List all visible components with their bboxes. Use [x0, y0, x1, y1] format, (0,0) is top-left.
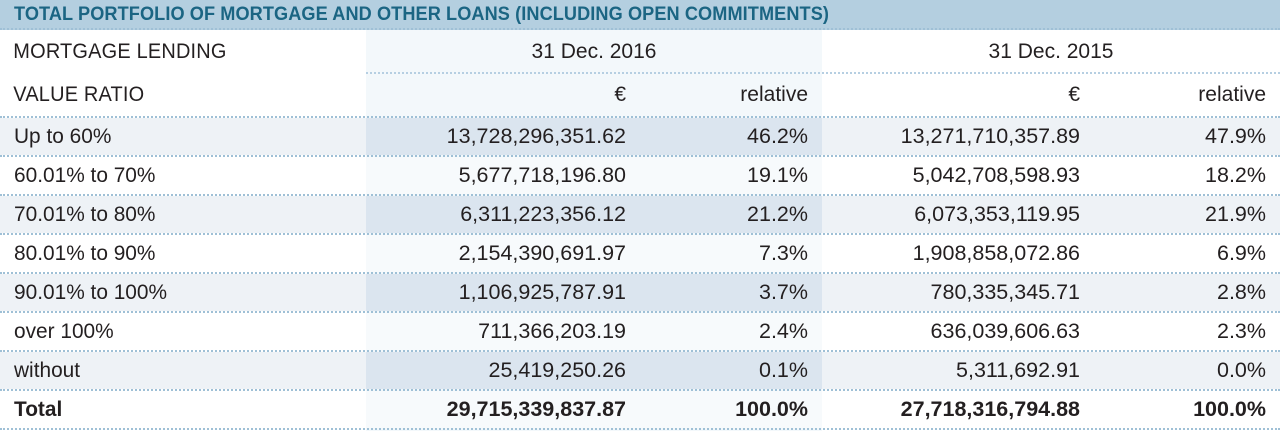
table-row: 80.01% to 90% 2,154,390,691.97 7.3% 1,908,8… — [0, 235, 1280, 274]
cell-relative-2016: 21.2% — [636, 196, 822, 233]
row-label-cell: without — [0, 352, 366, 389]
cell-eur-2016: 5,677,718,196.80 — [366, 157, 636, 194]
table-row: over 100% 711,366,203.19 2.4% 636,039,606.6… — [0, 313, 1280, 352]
page-title: TOTAL PORTFOLIO OF MORTGAGE AND OTHER LO… — [14, 2, 830, 25]
cell-eur-2016: 2,154,390,691.97 — [366, 235, 636, 272]
cell-relative-2016: 3.7% — [636, 274, 822, 311]
table-row-total: Total 29,715,339,837.87 100.0% 27,718,316,7… — [0, 391, 1280, 430]
stub-header-line-2: VALUE RATIO — [13, 83, 145, 106]
row-label: over 100% — [14, 319, 114, 343]
cell-eur-2015: 780,335,345.71 — [822, 274, 1090, 311]
row-label: 70.01% to 80% — [14, 202, 156, 226]
cell-relative-2016: 0.1% — [636, 352, 822, 389]
row-label-cell: 70.01% to 80% — [0, 196, 366, 233]
cell-relative-2015: 21.9% — [1090, 196, 1280, 233]
cell-relative-2015: 0.0% — [1090, 352, 1280, 389]
cell-eur-2015: 5,042,708,598.93 — [822, 157, 1090, 194]
table-row: Up to 60% 13,728,296,351.62 46.2% 13,271,71… — [0, 118, 1280, 157]
row-label: Up to 60% — [14, 124, 112, 148]
column-header-eur-2015: € — [1068, 83, 1080, 106]
cell-eur-2015: 13,271,710,357.89 — [822, 118, 1090, 155]
column-header-relative-2015: relative — [1198, 83, 1266, 106]
row-label-cell: over 100% — [0, 313, 366, 350]
cell-eur-2016: 25,419,250.26 — [366, 352, 636, 389]
cell-relative-2016: 2.4% — [636, 313, 822, 350]
cell-eur-2015: 1,908,858,072.86 — [822, 235, 1090, 272]
cell-eur-2016: 13,728,296,351.62 — [366, 118, 636, 155]
cell-relative-2016: 100.0% — [636, 391, 822, 428]
cell-relative-2015: 47.9% — [1090, 118, 1280, 155]
cell-eur-2016: 711,366,203.19 — [366, 313, 636, 350]
row-label: 60.01% to 70% — [14, 163, 156, 187]
table-title-bar: TOTAL PORTFOLIO OF MORTGAGE AND OTHER LO… — [0, 0, 1280, 30]
cell-relative-2016: 46.2% — [636, 118, 822, 155]
cell-relative-2015: 18.2% — [1090, 157, 1280, 194]
column-header-relative-2016: relative — [740, 83, 808, 106]
cell-relative-2016: 7.3% — [636, 235, 822, 272]
cell-eur-2015: 27,718,316,794.88 — [822, 391, 1090, 428]
cell-relative-2015: 2.3% — [1090, 313, 1280, 350]
row-label-cell: 60.01% to 70% — [0, 157, 366, 194]
header-rule — [366, 72, 1280, 74]
cell-relative-2015: 2.8% — [1090, 274, 1280, 311]
cell-eur-2016: 29,715,339,837.87 — [366, 391, 636, 428]
table-row: without 25,419,250.26 0.1% 5,311,692.91 0.0% — [0, 352, 1280, 391]
column-header-eur-2016: € — [614, 83, 626, 106]
header-row-periods: MORTGAGE LENDING 31 Dec. 2016 31 Dec. 20… — [0, 30, 1280, 74]
stub-header-line-1: MORTGAGE LENDING — [13, 40, 227, 63]
cell-eur-2015: 636,039,606.63 — [822, 313, 1090, 350]
cell-eur-2016: 6,311,223,356.12 — [366, 196, 636, 233]
row-label: 80.01% to 90% — [14, 241, 156, 265]
row-label: without — [14, 358, 81, 382]
table-row: 90.01% to 100% 1,106,925,787.91 3.7% 780,33… — [0, 274, 1280, 313]
cell-relative-2016: 19.1% — [636, 157, 822, 194]
table-header: MORTGAGE LENDING 31 Dec. 2016 31 Dec. 20… — [0, 30, 1280, 118]
header-row-units: VALUE RATIO € relative € relative — [0, 74, 1280, 118]
cell-eur-2015: 5,311,692.91 — [822, 352, 1090, 389]
cell-eur-2016: 1,106,925,787.91 — [366, 274, 636, 311]
table-body: Up to 60% 13,728,296,351.62 46.2% 13,271,71… — [0, 118, 1280, 430]
column-group-2015: 31 Dec. 2015 — [988, 40, 1114, 63]
row-label-cell: 80.01% to 90% — [0, 235, 366, 272]
row-label: 90.01% to 100% — [14, 280, 168, 304]
table-row: 70.01% to 80% 6,311,223,356.12 21.2% 6,073,… — [0, 196, 1280, 235]
row-label: Total — [14, 397, 63, 421]
row-label-cell: 90.01% to 100% — [0, 274, 366, 311]
cell-relative-2015: 6.9% — [1090, 235, 1280, 272]
cell-relative-2015: 100.0% — [1090, 391, 1280, 428]
column-group-2016: 31 Dec. 2016 — [531, 40, 657, 63]
cell-eur-2015: 6,073,353,119.95 — [822, 196, 1090, 233]
row-label-cell: Total — [0, 391, 366, 428]
table-row: 60.01% to 70% 5,677,718,196.80 19.1% 5,042,… — [0, 157, 1280, 196]
row-label-cell: Up to 60% — [0, 118, 366, 155]
